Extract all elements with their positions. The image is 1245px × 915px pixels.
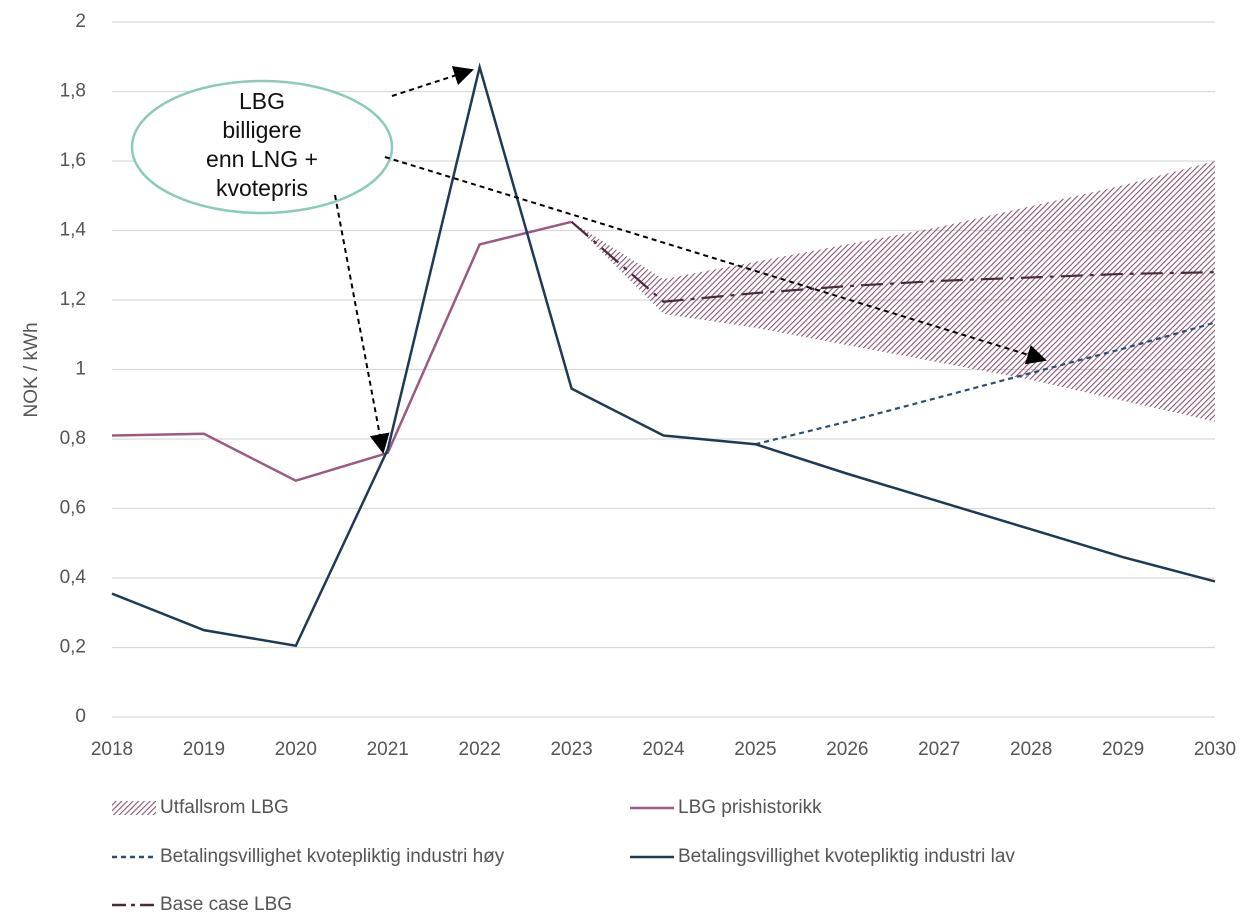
x-tick-label: 2025 <box>734 739 776 760</box>
y-tick-label: 1,6 <box>60 150 86 171</box>
legend-label: Betalingsvillighet kvotepliktig industri… <box>160 846 505 867</box>
annotation-text: kvotepris <box>216 175 308 201</box>
annotation-text: enn LNG + <box>206 146 318 172</box>
band-area <box>571 161 1215 422</box>
annotation-arrow <box>384 156 1047 365</box>
legend-label: Utfallsrom LBG <box>160 797 289 818</box>
x-tick-label: 2019 <box>183 739 225 760</box>
y-tick-label: 1 <box>75 359 86 380</box>
y-tick-label: 0,6 <box>60 498 86 519</box>
y-axis-label: NOK / kWh <box>21 322 42 417</box>
legend-swatch <box>112 801 156 815</box>
series-line <box>755 321 1216 446</box>
series-line <box>111 220 572 483</box>
y-tick-label: 1,2 <box>60 289 86 310</box>
x-tick-label: 2018 <box>91 739 133 760</box>
y-tick-label: 0 <box>75 706 86 727</box>
annotation-text: LBG <box>239 88 285 114</box>
legend-label: Betalingsvillighet kvotepliktig industri… <box>678 846 1015 867</box>
annotation-bubble <box>130 79 394 215</box>
annotation-text: billigere <box>222 117 301 143</box>
y-tick-label: 1,8 <box>60 81 86 102</box>
plot: 0 0,2 0,4 0,6 0,8 1 1,2 1,4 1,6 1,8 2 2018 2019 2020 2… <box>60 11 1237 915</box>
x-tick-label: 2024 <box>642 739 685 760</box>
y-tick-label: 1,4 <box>60 220 87 241</box>
x-tick-label: 2027 <box>918 739 960 760</box>
y-tick-label: 0,2 <box>60 637 86 658</box>
x-tick-label: 2026 <box>826 739 868 760</box>
series-line <box>570 220 1216 303</box>
annotation-arrow <box>334 194 390 454</box>
x-tick-label: 2020 <box>275 739 317 760</box>
x-tick-label: 2030 <box>1194 739 1236 760</box>
y-tick-label: 0,8 <box>60 428 86 449</box>
x-tick-label: 2023 <box>550 739 592 760</box>
series-line <box>111 62 1216 648</box>
x-tick-label: 2022 <box>459 739 501 760</box>
y-tick-label: 0,4 <box>60 567 87 588</box>
x-tick-label: 2029 <box>1102 739 1144 760</box>
y-tick-label: 2 <box>75 11 86 32</box>
legend-label: LBG prishistorikk <box>678 797 822 818</box>
legend-label: Base case LBG <box>160 894 292 915</box>
annotation: LBG billigere enn LNG + kvotepris <box>130 66 1047 454</box>
x-tick-label: 2028 <box>1010 739 1052 760</box>
x-tick-label: 2021 <box>367 739 409 760</box>
